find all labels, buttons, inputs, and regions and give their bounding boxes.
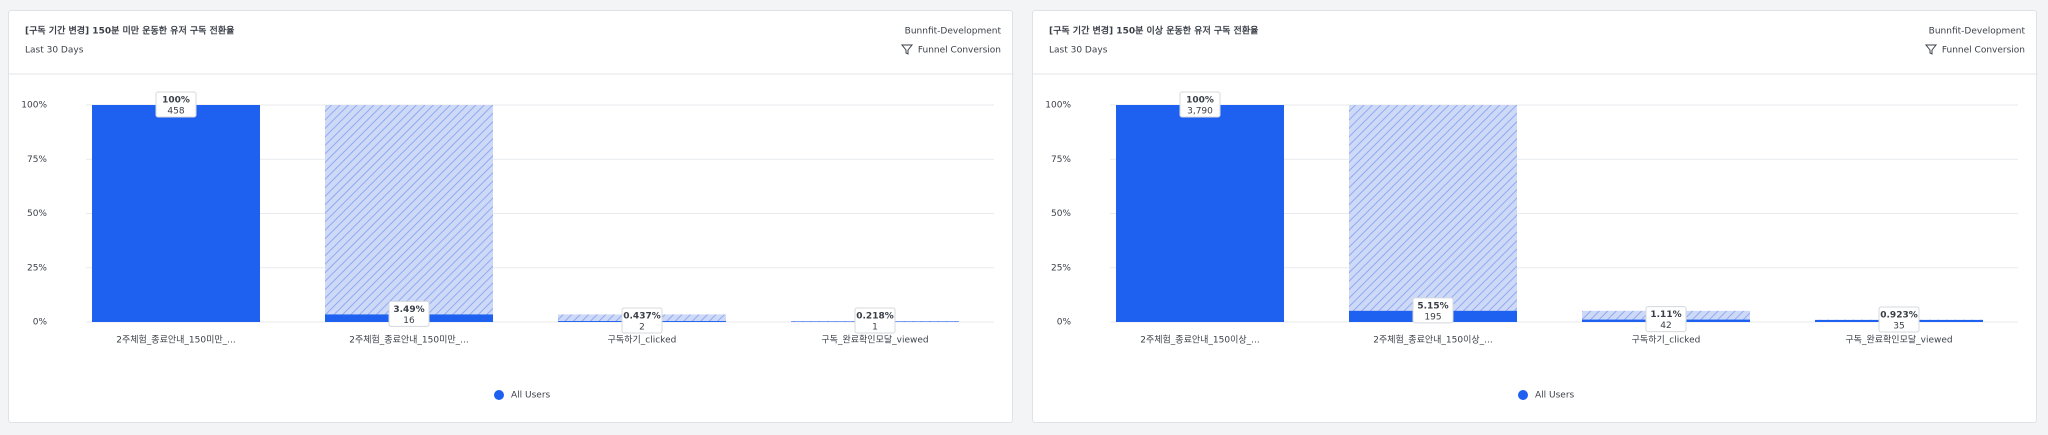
value-label: 1.11% [1650,310,1681,320]
funnel-icon [900,44,914,55]
x-tick-label: 2주체험_종료안내_150미만_... [349,335,469,346]
project: Bunnfit-Development [905,27,1002,37]
count-label: 458 [167,107,184,117]
y-tick-label: 50% [27,209,47,219]
count-label: 195 [1424,312,1441,322]
value-label: 100% [1186,96,1214,106]
label-box [621,307,663,334]
count-label: 42 [1660,321,1671,331]
subtitle: Last 30 Days [1049,46,1108,56]
value-label: 3.49% [393,305,424,315]
chart: [구독 기간 변경] 150분 이상 운동한 유저 구독 전환율 Last 30 … [1033,25,2038,401]
x-tick-label: 구독하기_clicked [608,335,677,346]
y-tick-label: 100% [21,101,47,111]
chart-kind: Funnel Conversion [1942,46,2025,56]
value-label: 100% [162,96,190,106]
x-tick-label: 2주체험_종료안내_150이상_... [1373,335,1493,346]
subtitle: Last 30 Days [25,46,84,56]
dropoff-bar [325,105,493,322]
x-tick-label: 2주체험_종료안내_150미만_... [116,335,236,346]
y-tick-label: 75% [1051,155,1071,165]
value-label: 0.923% [1880,310,1918,320]
count-label: 16 [403,316,415,326]
chart-title: [구독 기간 변경] 150분 미만 운동한 유저 구독 전환율 [25,25,234,37]
chart-panel: [구독 기간 변경] 150분 미만 운동한 유저 구독 전환율 Last 30 … [8,10,1014,423]
bar [1116,105,1284,322]
label-box [155,91,197,118]
count-label: 3,790 [1187,107,1213,117]
y-tick-label: 25% [27,263,47,273]
chart-title: [구독 기간 변경] 150분 이상 운동한 유저 구독 전환율 [1049,25,1258,37]
x-tick-label: 구독_완료확인모달_viewed [821,334,928,346]
x-tick-label: 구독하기_clicked [1632,335,1701,346]
y-tick-label: 75% [27,155,47,165]
label-box [1878,306,1920,333]
value-label: 5.15% [1417,301,1448,311]
y-tick-label: 0% [33,318,48,328]
label-box [854,307,896,334]
legend-label: All Users [1535,391,1575,401]
label-box [1645,306,1687,333]
project: Bunnfit-Development [1929,27,2026,37]
legend-swatch [494,390,504,400]
chart-kind: Funnel Conversion [918,46,1001,56]
label-box [1412,297,1454,324]
x-tick-label: 구독_완료확인모달_viewed [1845,334,1952,346]
value-label: 0.218% [856,312,894,322]
chart-panel: [구독 기간 변경] 150분 이상 운동한 유저 구독 전환율 Last 30 … [1032,10,2038,423]
chart: [구독 기간 변경] 150분 미만 운동한 유저 구독 전환율 Last 30 … [9,25,1014,401]
value-label: 0.437% [623,312,661,322]
label-box [388,300,430,327]
legend-swatch [1518,390,1528,400]
label-box [1179,91,1221,118]
y-tick-label: 0% [1057,318,1072,328]
legend-label: All Users [511,391,551,401]
count-label: 2 [639,323,645,333]
dropoff-bar [1349,105,1517,322]
x-tick-label: 2주체험_종료안내_150이상_... [1140,335,1260,346]
y-tick-label: 25% [1051,263,1071,273]
funnel-icon [1924,44,1938,55]
count-label: 35 [1893,321,1904,331]
y-tick-label: 50% [1051,209,1071,219]
y-tick-label: 100% [1045,101,1071,111]
count-label: 1 [872,323,878,333]
bar [92,105,260,322]
